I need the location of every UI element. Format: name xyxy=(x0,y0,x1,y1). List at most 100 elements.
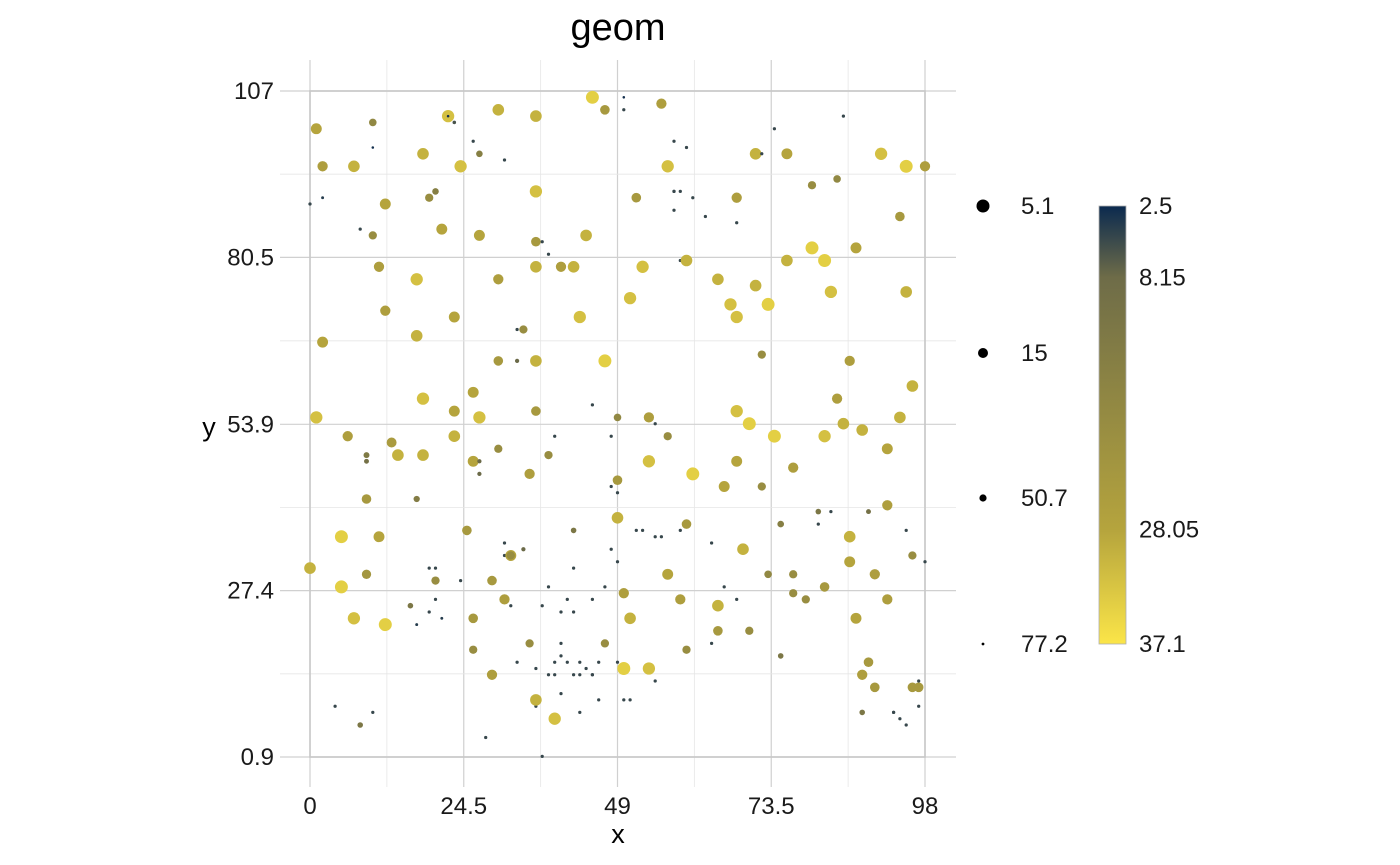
scatter-point xyxy=(789,589,798,598)
scatter-point xyxy=(622,698,626,702)
scatter-point xyxy=(597,698,601,702)
scatter-point xyxy=(486,669,498,680)
scatter-point xyxy=(534,666,538,671)
scatter-point xyxy=(458,578,463,583)
scatter-point xyxy=(452,120,457,125)
scatter-point xyxy=(358,227,362,231)
scatter-point xyxy=(682,645,691,654)
scatter-point xyxy=(334,530,348,544)
y-tick-label: 53.9 xyxy=(227,411,274,438)
scatter-point xyxy=(521,547,526,552)
scatter-point xyxy=(777,653,784,659)
scatter-point xyxy=(559,654,563,658)
y-tick-label: 80.5 xyxy=(227,244,274,271)
scatter-point xyxy=(540,604,544,608)
scatter-point xyxy=(477,471,482,477)
scatter-point xyxy=(844,556,856,568)
scatter-point xyxy=(731,192,742,203)
scatter-point xyxy=(571,566,576,570)
scatter-point xyxy=(310,411,323,424)
scatter-point xyxy=(841,114,846,118)
scatter-point xyxy=(417,147,429,160)
scatter-point xyxy=(471,139,475,143)
scatter-point xyxy=(540,240,544,244)
scatter-point xyxy=(531,236,541,247)
scatter-point xyxy=(869,569,880,580)
scatter-point xyxy=(433,566,438,570)
scatter-point xyxy=(917,704,921,708)
scatter-point xyxy=(347,612,361,625)
scatter-point xyxy=(440,616,444,620)
scatter-point xyxy=(767,429,781,443)
scatter-point xyxy=(477,459,482,464)
scatter-point xyxy=(609,547,613,551)
scatter-point xyxy=(454,160,467,173)
grid-lines xyxy=(280,60,956,787)
scatter-point xyxy=(546,673,551,677)
scatter-point xyxy=(913,682,924,693)
scatter-point xyxy=(342,431,353,442)
scatter-point xyxy=(502,553,507,558)
scatter-point xyxy=(448,430,461,443)
scatter-point xyxy=(580,229,592,242)
scatter-point xyxy=(622,96,626,99)
x-tick-label: 98 xyxy=(912,793,939,820)
scatter-point xyxy=(672,139,676,143)
scatter-point xyxy=(686,467,700,481)
color-legend: 2.5 8.15 28.05 37.1 xyxy=(1139,193,1199,658)
size-legend-key xyxy=(976,199,990,213)
scatter-point xyxy=(540,754,544,759)
scatter-point xyxy=(612,475,623,486)
scatter-point xyxy=(857,669,868,680)
scatter-point xyxy=(371,146,375,149)
scatter-point xyxy=(546,585,551,589)
scatter-point xyxy=(661,160,674,173)
scatter-point xyxy=(761,297,775,311)
scatter-point xyxy=(600,639,610,648)
size-legend-label: 50.7 xyxy=(1021,485,1068,512)
data-points xyxy=(304,90,931,759)
scatter-point xyxy=(904,528,908,533)
scatter-point xyxy=(906,380,919,392)
scatter-point xyxy=(850,242,862,254)
color-legend-bar xyxy=(1098,205,1127,645)
scatter-point xyxy=(361,494,372,504)
scatter-point xyxy=(484,735,488,740)
scatter-point xyxy=(895,211,905,222)
scatter-point xyxy=(618,588,629,599)
scatter-point xyxy=(530,260,542,273)
scatter-point xyxy=(499,594,510,605)
scatter-point xyxy=(613,413,622,422)
scatter-point xyxy=(416,392,430,405)
scatter-point xyxy=(642,662,656,675)
x-axis-ticks: 0 24.5 49 73.5 98 xyxy=(303,793,938,820)
scatter-point xyxy=(333,704,337,708)
scatter-point xyxy=(492,103,505,116)
color-legend-label: 8.15 xyxy=(1139,265,1186,292)
scatter-point xyxy=(609,434,613,438)
scatter-point xyxy=(493,274,504,285)
scatter-point xyxy=(624,612,636,625)
scatter-point xyxy=(781,148,793,160)
y-tick-label: 0.9 xyxy=(241,744,274,771)
scatter-point xyxy=(919,161,931,172)
scatter-point xyxy=(843,530,856,543)
color-legend-label: 37.1 xyxy=(1139,631,1186,658)
scatter-point xyxy=(417,449,429,461)
scatter-point xyxy=(467,455,479,467)
scatter-point xyxy=(432,188,439,195)
scatter-point xyxy=(745,626,754,635)
scatter-point xyxy=(712,599,724,612)
size-legend-label: 77.2 xyxy=(1021,631,1068,658)
scatter-point xyxy=(772,127,777,131)
scatter-point xyxy=(425,193,434,202)
scatter-point xyxy=(735,221,739,225)
scatter-point xyxy=(615,660,620,664)
scatter-point xyxy=(427,610,431,614)
size-legend-label: 5.1 xyxy=(1021,193,1054,220)
scatter-point xyxy=(672,208,676,212)
scatter-point xyxy=(818,254,832,267)
scatter-point xyxy=(640,528,645,533)
scatter-point xyxy=(891,710,896,715)
